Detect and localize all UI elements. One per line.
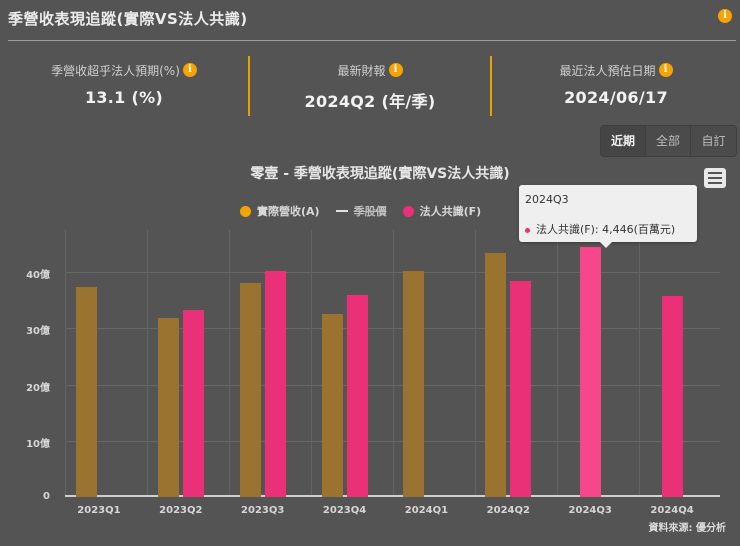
chart-plot-area — [65, 230, 720, 497]
gridline — [65, 272, 720, 273]
x-tick: 2023Q2 — [159, 505, 203, 516]
gridline — [65, 230, 66, 497]
legend-line-icon — [335, 210, 348, 212]
y-tick: 10億 — [26, 439, 50, 450]
bar-actual-2024Q2[interactable] — [485, 253, 507, 497]
info-icon[interactable]: i — [388, 63, 403, 77]
bar-actual-2024Q1[interactable] — [403, 271, 425, 497]
stat-value: 2024/06/17 — [564, 88, 668, 107]
stat-label: 最新財報 — [337, 64, 386, 78]
stat-latest-estimate-date: 最近法人預估日期 i 2024/06/17 — [492, 56, 740, 116]
stat-value: 13.1 (%) — [84, 88, 164, 107]
bar-actual-2023Q4[interactable] — [321, 314, 343, 497]
y-tick: 30億 — [26, 326, 50, 337]
bar-forecast-2023Q2[interactable] — [182, 310, 204, 497]
stat-divider — [490, 56, 492, 116]
stat-label: 季營收超乎法人預期(%) — [51, 64, 180, 78]
bar-forecast-2024Q3[interactable] — [580, 247, 602, 497]
bar-forecast-2023Q4[interactable] — [346, 294, 368, 497]
stat-divider — [248, 56, 250, 116]
gridline — [65, 328, 720, 329]
header-divider — [8, 40, 736, 41]
x-tick: 2024Q3 — [568, 505, 612, 516]
stats-row: 季營收超乎法人預期(%) i 13.1 (%) 最新財報 i 2024Q2 (年/季… — [0, 56, 740, 116]
legend-dot-icon — [240, 205, 251, 217]
bar-actual-2023Q2[interactable] — [157, 318, 179, 497]
range-button-custom[interactable]: 自訂 — [691, 126, 736, 156]
gridline — [393, 230, 394, 497]
gridline — [65, 441, 720, 442]
info-icon[interactable]: i — [718, 9, 732, 23]
stat-beat-expectation: 季營收超乎法人預期(%) i 13.1 (%) — [0, 56, 248, 116]
bar-forecast-2024Q2[interactable] — [510, 281, 532, 497]
bar-actual-2023Q3[interactable] — [239, 283, 261, 497]
gridline — [65, 385, 720, 386]
x-tick: 2024Q1 — [404, 505, 449, 516]
gridline — [639, 230, 640, 497]
x-tick: 2024Q4 — [650, 505, 694, 516]
y-tick: 40億 — [26, 270, 50, 281]
x-tick: 2024Q2 — [486, 505, 530, 516]
bar-forecast-2024Q4[interactable] — [662, 296, 684, 497]
stat-value: 2024Q2 (年/季) — [304, 92, 436, 111]
gridline — [475, 230, 476, 497]
y-tick: 0 — [43, 491, 50, 502]
stat-latest-report: 最新財報 i 2024Q2 (年/季) — [250, 56, 490, 116]
tooltip-title: 2024Q3 — [525, 193, 569, 206]
gridline — [311, 230, 312, 497]
legend-item-stock-price[interactable]: 季股價 — [335, 203, 387, 219]
bar-forecast-2023Q3[interactable] — [264, 271, 286, 497]
x-tick: 2023Q1 — [77, 505, 121, 516]
series-dot-icon — [525, 227, 530, 233]
x-tick: 2023Q3 — [241, 505, 285, 516]
chart-tooltip: 2024Q3 法人共識(F): 4,446(百萬元) — [519, 185, 697, 248]
range-button-all[interactable]: 全部 — [646, 126, 691, 156]
data-source: 資料來源: 優分析 — [648, 523, 726, 534]
info-icon[interactable]: i — [658, 63, 673, 77]
bar-actual-2023Q1[interactable] — [75, 287, 97, 497]
tooltip-value: 法人共識(F): 4,446(百萬元) — [536, 223, 676, 236]
range-button-recent[interactable]: 近期 — [601, 126, 646, 156]
x-tick: 2023Q4 — [322, 505, 367, 516]
range-selector: 近期 全部 自訂 — [600, 125, 737, 157]
chart-title: 零壹 - 季營收表現追蹤(實際VS法人共識) — [250, 166, 510, 182]
panel-header: 季營收表現追蹤(實際VS法人共識) i — [0, 0, 740, 40]
x-axis-line — [65, 495, 720, 497]
panel-title: 季營收表現追蹤(實際VS法人共識) — [8, 10, 248, 28]
info-icon[interactable]: i — [182, 63, 197, 77]
gridline — [557, 230, 558, 497]
legend-item-forecast[interactable]: 法人共識(F) — [402, 203, 481, 219]
hamburger-menu-icon[interactable] — [704, 168, 726, 188]
stat-label: 最近法人預估日期 — [559, 64, 656, 78]
legend-dot-icon — [402, 205, 414, 217]
y-tick: 20億 — [26, 383, 50, 394]
gridline — [229, 230, 230, 497]
chart-legend: 實際營收(A) 季股價 法人共識(F) — [240, 203, 497, 219]
gridline — [147, 230, 148, 497]
legend-item-actual[interactable]: 實際營收(A) — [240, 203, 320, 219]
